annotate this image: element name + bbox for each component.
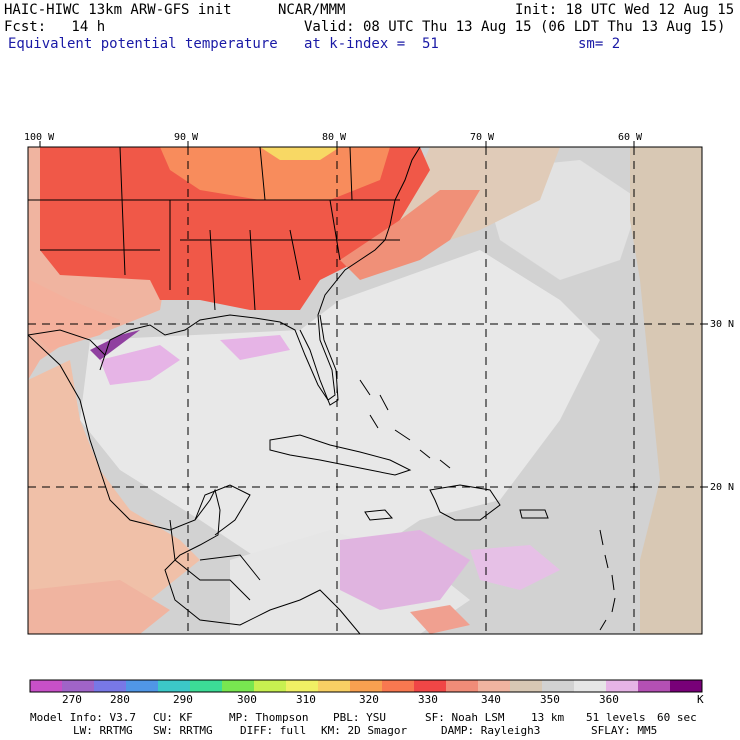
field-lilac-gulf2	[220, 335, 290, 360]
colorbar-swatch	[350, 680, 383, 692]
us-gulf-coast	[28, 147, 421, 401]
model-info-version: Model Info: V3.7	[30, 711, 136, 724]
model-info-damp: DAMP: Rayleigh3	[441, 724, 541, 737]
model-info-km: KM: 2D Smagor	[321, 724, 408, 737]
model-info-levels: 51 levels	[586, 711, 646, 724]
field-salmon-mexico	[28, 360, 200, 630]
model-info-cu: CU: KF	[153, 711, 193, 724]
colorbar-swatch	[382, 680, 415, 692]
field-peach-spot	[410, 605, 470, 634]
cuba	[269, 434, 412, 476]
coastlines	[28, 147, 616, 634]
colorbar	[29, 679, 703, 693]
lon-label-80w: 80 W	[322, 132, 347, 143]
colorbar-tick-330: 330	[418, 693, 438, 706]
model-info-sf: SF: Noah LSM	[425, 711, 505, 724]
colorbar-swatch	[62, 680, 95, 692]
lesser-antilles	[599, 529, 616, 631]
colorbar-swatch	[574, 680, 607, 692]
colorbar-tick-300: 300	[237, 693, 257, 706]
colorbar-swatch	[158, 680, 191, 692]
field-name: Equivalent potential temperature	[8, 36, 278, 52]
lat-lon-grid	[28, 147, 702, 634]
colorbar-swatch	[126, 680, 159, 692]
bahamas	[359, 379, 451, 469]
lat-label-20n: 20 N	[710, 482, 735, 493]
colorbar-tick-310: 310	[296, 693, 316, 706]
colorbar-swatch	[606, 680, 639, 692]
central-america-borders	[169, 519, 261, 601]
field-yellow-north	[260, 147, 340, 160]
colorbar-tick-270: 270	[62, 693, 82, 706]
field-lilac-gulf	[100, 345, 180, 385]
colorbar-tick-340: 340	[481, 693, 501, 706]
model-info-res: 13 km	[531, 711, 565, 724]
colorbar-swatch	[670, 680, 703, 692]
field-lilac-carib	[340, 530, 470, 610]
lon-label-70w: 70 W	[470, 132, 495, 143]
yucatan	[194, 484, 251, 536]
colorbar-swatch	[94, 680, 127, 692]
axis-ticks	[39, 141, 708, 488]
field-orange-north	[160, 147, 390, 200]
smoothing-label: sm= 2	[578, 36, 621, 52]
model-info-sflay: SFLAY: MM5	[591, 724, 658, 737]
colorbar-unit: K	[697, 693, 704, 706]
colorbar-tick-360: 360	[599, 693, 619, 706]
field-peach-isthmus	[28, 580, 170, 634]
map-frame	[27, 146, 703, 635]
model-info-lw: LW: RRTMG	[73, 724, 133, 737]
field-light-gulf	[80, 250, 600, 560]
forecast-hour: Fcst: 14 h	[4, 19, 106, 35]
init-time: Init: 18 UTC Wed 12 Aug 15	[515, 2, 735, 18]
center-label: NCAR/MMM	[278, 2, 346, 18]
colorbar-tick-290: 290	[173, 693, 193, 706]
level-label: at k-index = 51	[304, 36, 439, 52]
colorbar-tick-320: 320	[359, 693, 379, 706]
colorbar-swatch	[30, 680, 63, 692]
model-info-pbl: PBL: YSU	[333, 711, 386, 724]
model-info-sw: SW: RRTMG	[153, 724, 213, 737]
colorbar-tick-280: 280	[110, 693, 130, 706]
model-info-dt: 60 sec	[657, 711, 697, 724]
field-peach-shelf	[30, 280, 120, 350]
theta-e-field	[28, 147, 702, 634]
mexico-coast	[28, 334, 361, 634]
lon-label-60w: 60 W	[618, 132, 643, 143]
colorbar-swatch	[446, 680, 479, 692]
colorbar-swatch	[542, 680, 575, 692]
colorbar-swatch	[414, 680, 447, 692]
model-info-mp: MP: Thompson	[229, 711, 309, 724]
field-salmon-coast	[340, 190, 480, 280]
jamaica	[364, 509, 394, 521]
colorbar-swatch	[478, 680, 511, 692]
colorbar-swatch	[190, 680, 223, 692]
colorbar-swatch	[286, 680, 319, 692]
lat-label-30n: 30 N	[710, 319, 735, 330]
lon-label-100w: 100 W	[24, 132, 55, 143]
colorbar-frame	[29, 679, 703, 693]
colorbar-swatch	[222, 680, 255, 692]
field-lilac-carib2	[470, 545, 560, 590]
model-title: HAIC-HIWC 13km ARW-GFS init	[4, 2, 232, 18]
colorbar-swatch	[254, 680, 287, 692]
colorbar-swatch	[318, 680, 351, 692]
field-tan-east	[630, 147, 702, 634]
florida-peninsula	[299, 314, 339, 406]
valid-time: Valid: 08 UTC Thu 13 Aug 15 (06 LDT Thu …	[304, 19, 726, 35]
colorbar-swatch	[510, 680, 543, 692]
lon-label-90w: 90 W	[174, 132, 199, 143]
model-info-diff: DIFF: full	[240, 724, 307, 737]
colorbar-swatch	[638, 680, 671, 692]
colorbar-tick-350: 350	[540, 693, 560, 706]
state-borders	[28, 147, 400, 311]
puerto-rico	[519, 509, 549, 519]
